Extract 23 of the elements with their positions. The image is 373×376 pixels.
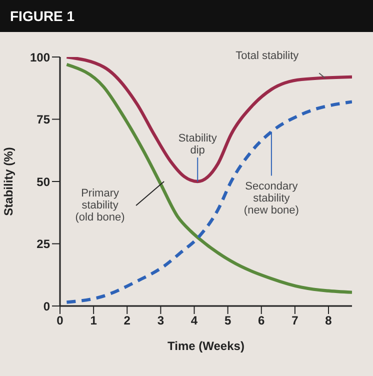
x-tick-label: 1 bbox=[90, 314, 98, 328]
line-series bbox=[65, 62, 352, 294]
annotation: Total stability bbox=[236, 50, 300, 62]
y-tick-label: 100 bbox=[30, 50, 50, 64]
x-tick-label: 7 bbox=[292, 314, 299, 328]
annotation: Secondary stability (new bone) bbox=[244, 180, 299, 217]
annotation: Primary stability (old bone) bbox=[75, 188, 125, 224]
x-axis-title: Time (Weeks) bbox=[168, 339, 244, 353]
x-tick-label: 0 bbox=[56, 314, 64, 328]
y-tick-label: 0 bbox=[43, 299, 50, 314]
y-tick-label: 25 bbox=[36, 237, 50, 252]
x-tick-label: 4 bbox=[190, 314, 198, 328]
annotation: Stability dip bbox=[178, 132, 218, 156]
x-tick-label: 2 bbox=[124, 314, 131, 328]
x-tick-label: 5 bbox=[224, 314, 232, 328]
x-tick-label: 6 bbox=[258, 314, 266, 328]
y-tick-label: 50 bbox=[36, 174, 50, 189]
y-axis-title: Stability (%) bbox=[1, 147, 16, 216]
line-series bbox=[65, 100, 352, 304]
y-tick-label: 75 bbox=[36, 112, 50, 127]
x-tick-label: 3 bbox=[157, 314, 164, 328]
chart-title: FIGURE 1 bbox=[0, 0, 373, 32]
x-tick-label: 8 bbox=[325, 314, 332, 328]
